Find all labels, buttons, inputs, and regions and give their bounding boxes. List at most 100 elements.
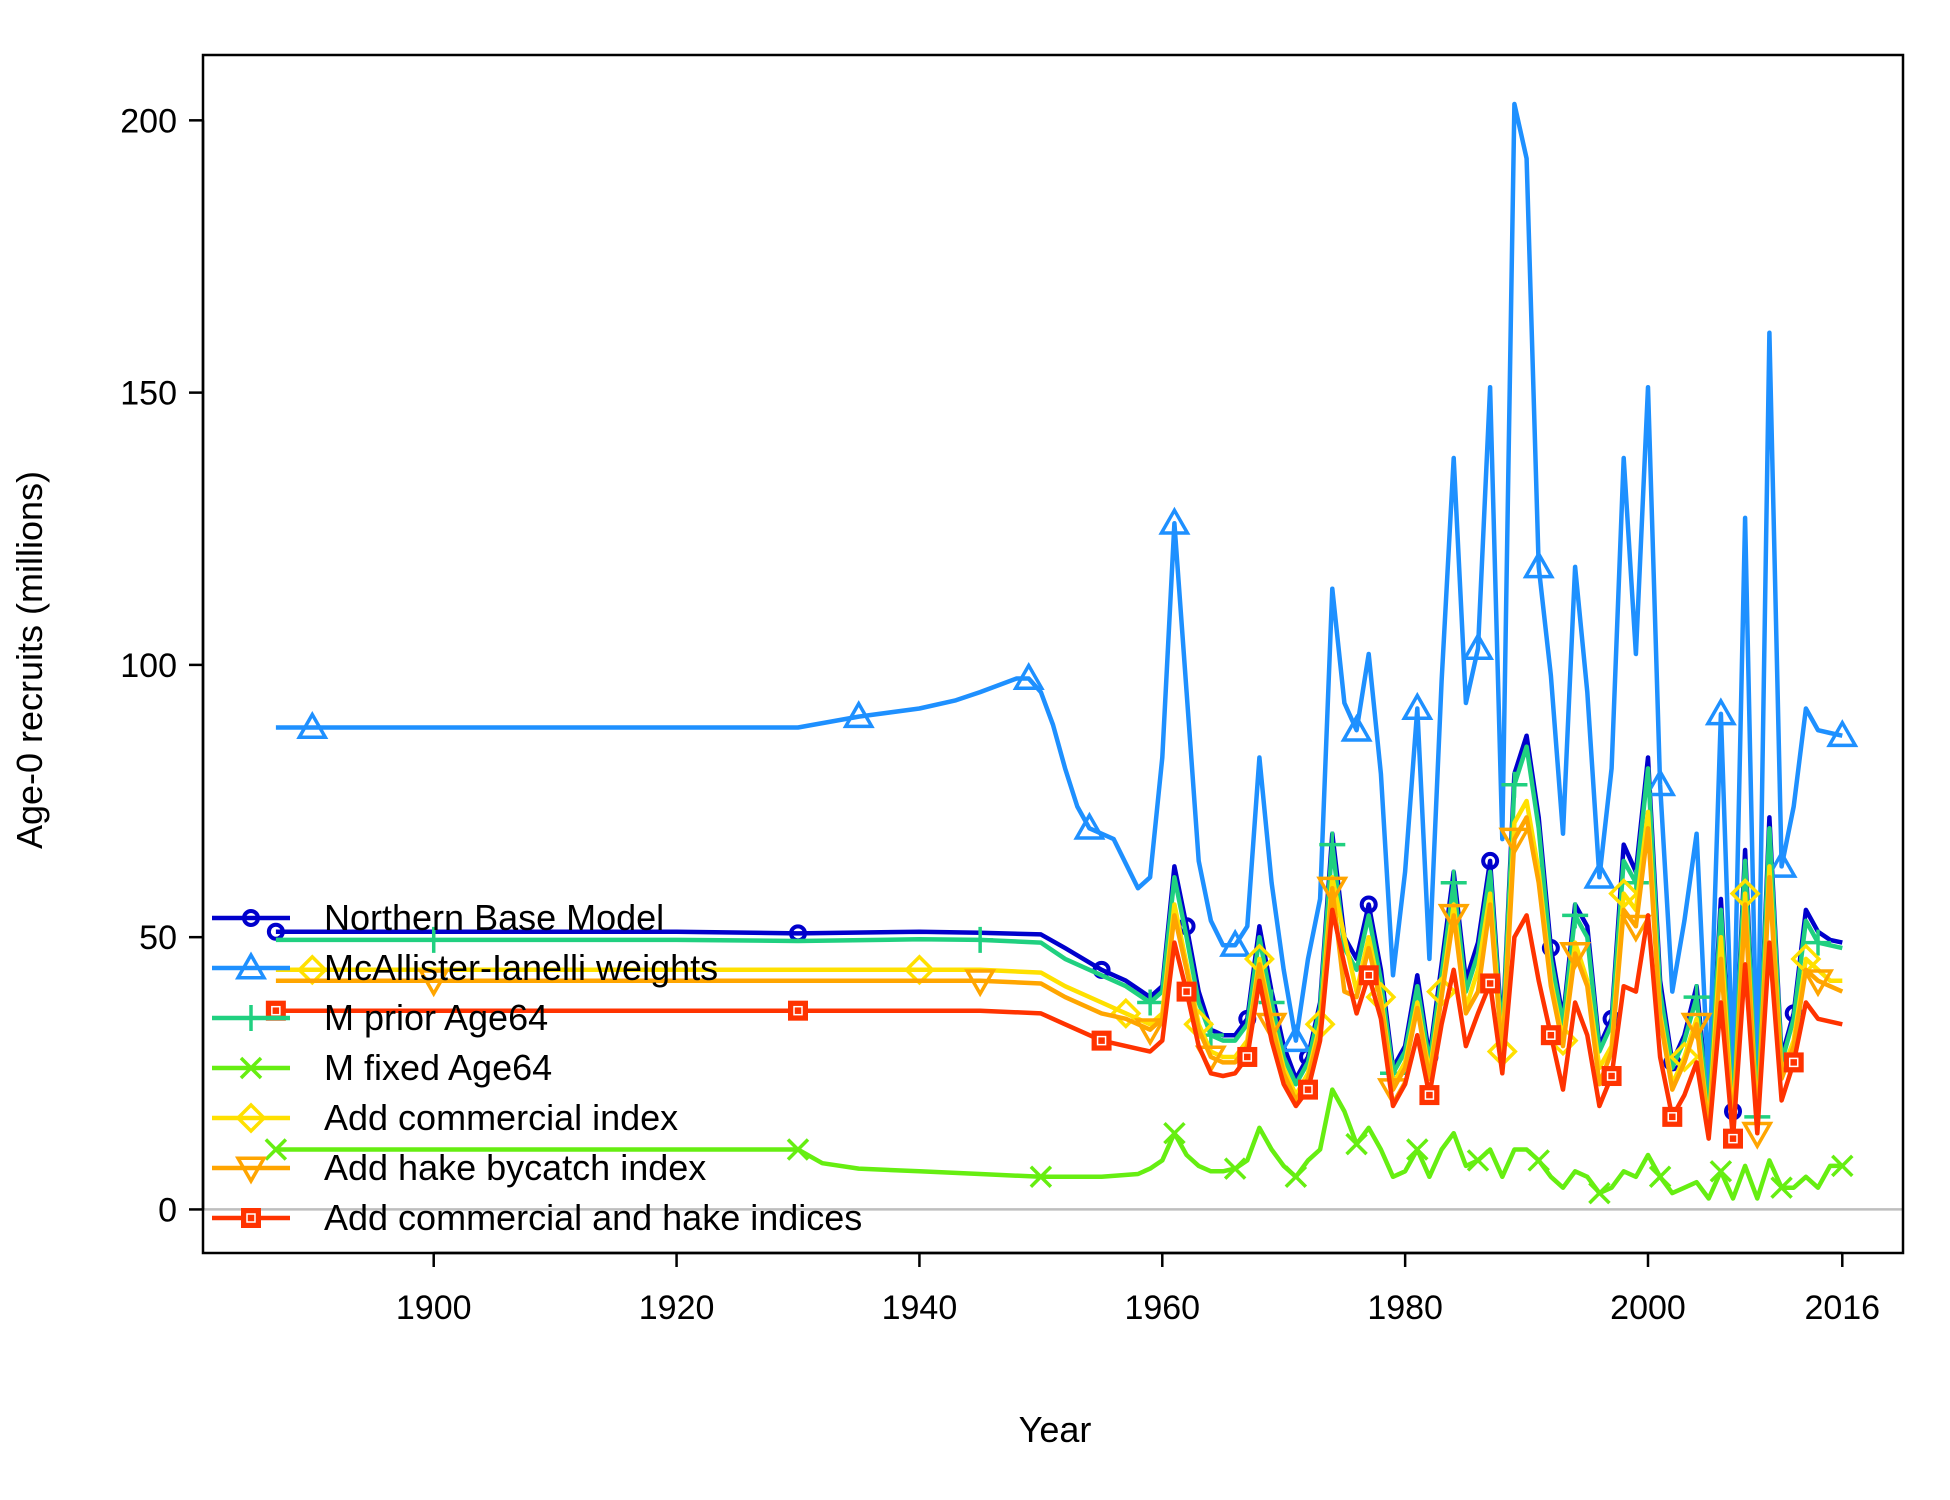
legend-item: Add hake bycatch index [212, 1147, 706, 1188]
series-marker [1728, 1133, 1738, 1144]
x-tick-label: 2016 [1804, 1289, 1880, 1327]
y-tick-label: 200 [120, 102, 177, 140]
legend-swatch-marker [234, 951, 268, 980]
series-marker [1619, 914, 1652, 943]
legend-label: Add commercial and hake indices [324, 1197, 862, 1238]
series-marker [1480, 973, 1501, 994]
series-marker [1319, 831, 1346, 858]
series-marker [1608, 878, 1640, 910]
series-marker [1406, 1138, 1429, 1161]
series-marker [1359, 895, 1378, 914]
y-tick-label: 100 [120, 647, 177, 685]
series-marker [1461, 632, 1495, 661]
series-marker [1522, 550, 1555, 579]
series-marker [1667, 1112, 1678, 1122]
x-tick-label: 1940 [882, 1289, 958, 1327]
series-marker [1704, 697, 1737, 726]
series-marker [1601, 1066, 1622, 1087]
series-marker [1437, 903, 1470, 932]
series-marker [1284, 1165, 1308, 1188]
series-marker [264, 1138, 288, 1161]
series-marker [1770, 1176, 1793, 1199]
series-marker [1826, 719, 1859, 748]
series-marker [1345, 1132, 1368, 1156]
series-marker [266, 922, 285, 941]
x-axis-title: Year [1019, 1409, 1092, 1450]
series-line [275, 101, 1843, 1092]
series-marker [1546, 1030, 1556, 1040]
series-marker [1358, 965, 1379, 986]
series-marker [1440, 869, 1467, 896]
plot-area [203, 101, 1903, 1211]
series-marker [1540, 1025, 1561, 1046]
series-marker [1648, 1165, 1672, 1188]
legend-swatch-marker [241, 1208, 261, 1228]
series-marker [1091, 1030, 1112, 1051]
y-tick-label: 0 [158, 1191, 177, 1229]
series-marker [1298, 1079, 1318, 1100]
series-marker [1709, 1160, 1733, 1183]
legend-swatch-marker [242, 909, 260, 927]
x-tick-label: 1900 [396, 1289, 472, 1327]
series-marker [1481, 851, 1500, 870]
legend-label: Add commercial index [324, 1097, 678, 1138]
series-marker [1303, 1084, 1313, 1095]
series-marker [1219, 928, 1252, 957]
series-marker [1644, 768, 1677, 797]
x-tick-label: 1980 [1367, 1289, 1443, 1327]
series-marker [1223, 1157, 1247, 1180]
legend: Northern Base Model McAllister-Ianelli we… [212, 897, 862, 1238]
legend-swatch-marker [234, 1156, 268, 1185]
series-marker [967, 926, 994, 953]
series-marker [786, 1138, 810, 1161]
series-marker [1073, 811, 1106, 840]
series-marker [271, 1005, 281, 1016]
series-marker [1723, 1128, 1743, 1149]
series-marker [1583, 860, 1616, 889]
series-marker [1527, 1149, 1550, 1172]
legend-label: Northern Base Model [324, 897, 664, 938]
series-marker [1424, 1090, 1435, 1100]
series-marker [1831, 1154, 1854, 1178]
series-marker [1012, 661, 1045, 691]
legend-swatch-marker [238, 1005, 264, 1031]
legend-item: Northern Base Model [212, 897, 664, 938]
series-marker [296, 710, 329, 740]
series-marker [1401, 691, 1434, 720]
series-marker [1783, 1052, 1804, 1073]
plot-frame [201, 53, 1905, 1255]
series-marker [1137, 989, 1164, 1016]
series-marker [1559, 942, 1592, 971]
legend-item: Add commercial and hake indices [212, 1197, 862, 1238]
series-marker [1316, 876, 1349, 905]
axes: 1900 1920 1940 1960 1980 2000 2016 0 50 100 150 200 [120, 102, 1880, 1327]
y-tick-label: 150 [120, 375, 177, 413]
series-marker [793, 1005, 803, 1016]
series-marker [1255, 1012, 1288, 1041]
legend-swatch-marker [246, 1213, 256, 1223]
series-marker [1158, 506, 1191, 535]
series-marker [1498, 827, 1531, 856]
series-marker [1363, 970, 1374, 981]
series-marker [842, 700, 875, 729]
x-tick-label: 1960 [1124, 1289, 1200, 1327]
series-marker [1606, 1071, 1617, 1081]
legend-item: M prior Age64 [212, 997, 548, 1038]
legend-label: McAllister-Ianelli weights [324, 947, 718, 988]
legend-label: M fixed Age64 [324, 1047, 552, 1088]
series-marker [1662, 1106, 1683, 1127]
series-marker [1134, 1018, 1167, 1047]
series-marker [1163, 1121, 1186, 1145]
series-marker [1096, 1035, 1107, 1046]
series-marker [1419, 1085, 1440, 1106]
legend-label: Add hake bycatch index [324, 1147, 706, 1188]
series-marker [1485, 978, 1495, 989]
series-marker [1237, 1046, 1258, 1067]
y-tick-label: 50 [139, 919, 177, 957]
series-marker [1788, 1057, 1799, 1068]
series-marker [420, 926, 447, 953]
series-marker [964, 969, 997, 998]
x-tick-label: 2000 [1610, 1289, 1686, 1327]
series-marker [1029, 1165, 1053, 1188]
series-marker [1668, 1041, 1700, 1073]
